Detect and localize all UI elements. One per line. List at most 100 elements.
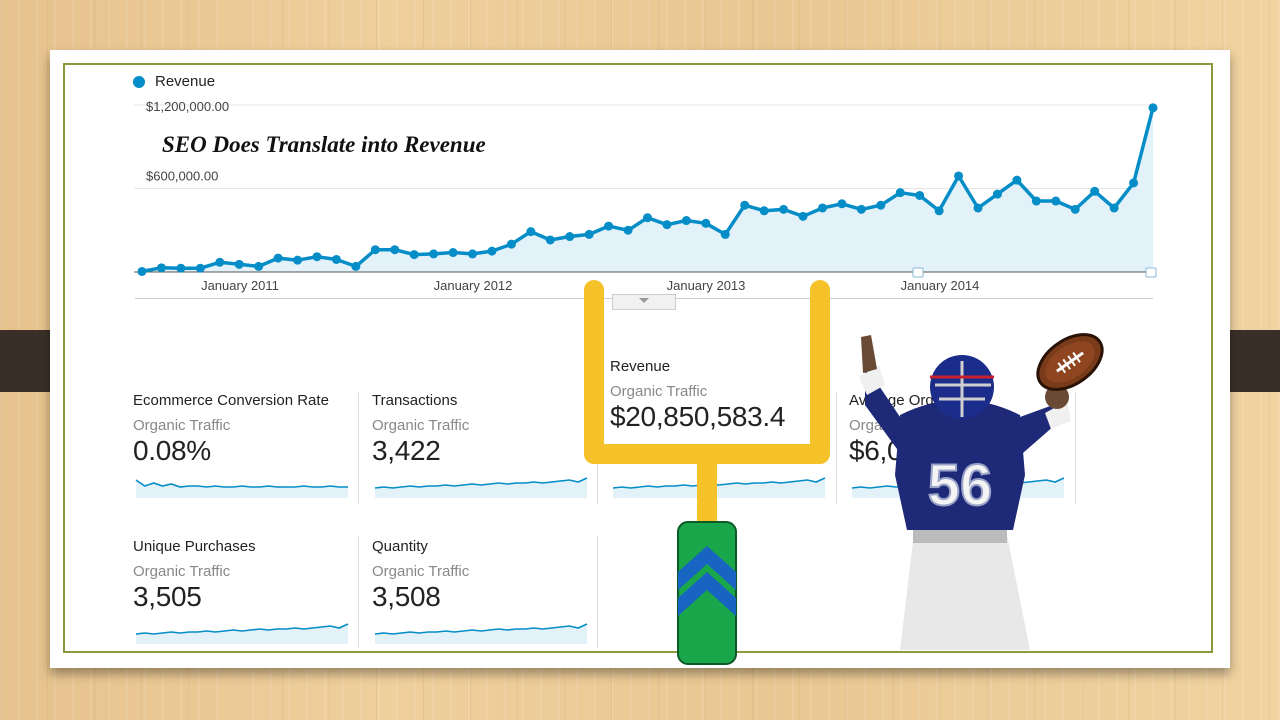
- revenue-point: [506, 239, 516, 249]
- metric-title: Transactions: [372, 392, 458, 409]
- revenue-point: [293, 255, 303, 265]
- sparkline: [374, 623, 588, 644]
- sparkline-line: [612, 477, 826, 489]
- metric-divider: [1075, 392, 1076, 504]
- sparkline-area: [375, 478, 587, 498]
- revenue-point: [1109, 203, 1119, 213]
- football-icon: [1036, 333, 1104, 391]
- metric-segment: Organic Traffic: [610, 383, 708, 400]
- revenue-chart: $1,200,000.00 $600,000.00 January 2011 Janu…: [134, 99, 1158, 293]
- revenue-point: [954, 171, 964, 181]
- metric-title: Ecommerce Conversion Rate: [133, 392, 329, 409]
- metric-transactions[interactable]: Transactions Organic Traffic 3,422: [372, 392, 602, 518]
- x-tick-label: January 2011: [201, 278, 279, 293]
- revenue-area: [142, 107, 1153, 272]
- legend-label: Revenue: [155, 73, 216, 90]
- sparkline-area: [136, 480, 348, 498]
- revenue-point: [1031, 196, 1041, 206]
- sparkline-line: [374, 477, 588, 489]
- annotation-marker: [1145, 267, 1157, 278]
- revenue-point: [740, 200, 750, 210]
- metric-divider: [358, 536, 359, 648]
- revenue-point: [1090, 186, 1100, 196]
- metric-value: 3,422: [372, 435, 441, 466]
- sparkline-line: [135, 623, 349, 635]
- revenue-point: [195, 263, 205, 273]
- metric-revenue[interactable]: Revenue Organic Traffic $20,850,583.4: [610, 358, 840, 498]
- metric-title: Unique Purchases: [133, 538, 256, 555]
- sparkline: [135, 623, 349, 644]
- sparkline: [135, 479, 348, 498]
- slide-frame: [63, 63, 1213, 653]
- chart-title: SEO Does Translate into Revenue: [162, 132, 486, 157]
- revenue-point: [1129, 178, 1139, 188]
- revenue-point: [312, 252, 322, 262]
- metric-divider: [836, 392, 837, 504]
- revenue-point: [215, 257, 225, 267]
- metric-divider: [358, 392, 359, 504]
- revenue-point: [468, 249, 478, 259]
- y-tick-label: $1,200,000.00: [146, 99, 229, 114]
- annotation-marker: [912, 267, 924, 278]
- revenue-point: [895, 188, 905, 198]
- metric-quantity[interactable]: Quantity Organic Traffic 3,508: [372, 538, 602, 664]
- collapse-toggle[interactable]: [612, 294, 676, 310]
- revenue-point: [643, 213, 652, 223]
- x-tick-label: January 2014: [901, 278, 980, 293]
- sparkline: [374, 477, 588, 498]
- revenue-point: [254, 261, 264, 271]
- revenue-point: [234, 259, 244, 269]
- revenue-point: [973, 203, 983, 213]
- revenue-point: [565, 232, 575, 242]
- revenue-point: [429, 249, 439, 259]
- revenue-point: [176, 263, 186, 273]
- metric-value: 3,508: [372, 581, 441, 612]
- revenue-point: [817, 203, 827, 213]
- revenue-point: [720, 229, 730, 239]
- metric-segment: Organic Traffic: [133, 563, 231, 580]
- sparkline-line: [374, 623, 588, 635]
- revenue-point: [526, 227, 536, 237]
- sparkline: [612, 477, 826, 498]
- revenue-point: [1070, 204, 1080, 214]
- revenue-point: [915, 190, 925, 200]
- x-tick-label: January 2012: [434, 278, 513, 293]
- chart-legend[interactable]: Revenue: [133, 73, 215, 90]
- revenue-point: [156, 263, 166, 273]
- revenue-point: [837, 199, 847, 209]
- metric-ecommerce-conversion-rate[interactable]: Ecommerce Conversion Rate Organic Traffi…: [133, 392, 363, 518]
- sparkline-area: [375, 624, 587, 644]
- revenue-point: [273, 253, 283, 263]
- revenue-point: [759, 206, 769, 216]
- revenue-point: [992, 189, 1002, 199]
- revenue-point: [681, 216, 691, 226]
- revenue-point: [701, 218, 711, 228]
- revenue-point: [487, 246, 497, 256]
- revenue-point: [662, 220, 672, 230]
- goalpost-uprights: [584, 280, 830, 528]
- revenue-point: [351, 261, 361, 271]
- revenue-point: [331, 254, 341, 264]
- revenue-point: [604, 221, 614, 231]
- revenue-point: [370, 245, 380, 255]
- sparkline-line: [135, 479, 348, 488]
- jersey-number: 56: [928, 453, 993, 518]
- x-tick-label: January 2013: [667, 278, 746, 293]
- metric-title: Quantity: [372, 538, 428, 555]
- metric-value: $20,850,583.4: [610, 401, 786, 432]
- revenue-point: [545, 235, 555, 245]
- revenue-point: [409, 250, 419, 260]
- revenue-point: [1051, 196, 1061, 206]
- revenue-point: [798, 211, 808, 221]
- goalpost-illustration: [584, 280, 830, 665]
- sparkline-area: [613, 478, 825, 498]
- metric-unique-purchases[interactable]: Unique Purchases Organic Traffic 3,505: [133, 538, 363, 664]
- goalpost-base: [677, 521, 737, 665]
- revenue-point: [934, 206, 944, 216]
- revenue-point: [876, 200, 886, 210]
- revenue-point: [623, 225, 633, 235]
- slide-card: $1,200,000.00 $600,000.00 January 2011 Janu…: [50, 50, 1230, 668]
- metric-value: 0.08%: [133, 435, 211, 466]
- metric-value: 3,505: [133, 581, 202, 612]
- revenue-point: [584, 229, 594, 239]
